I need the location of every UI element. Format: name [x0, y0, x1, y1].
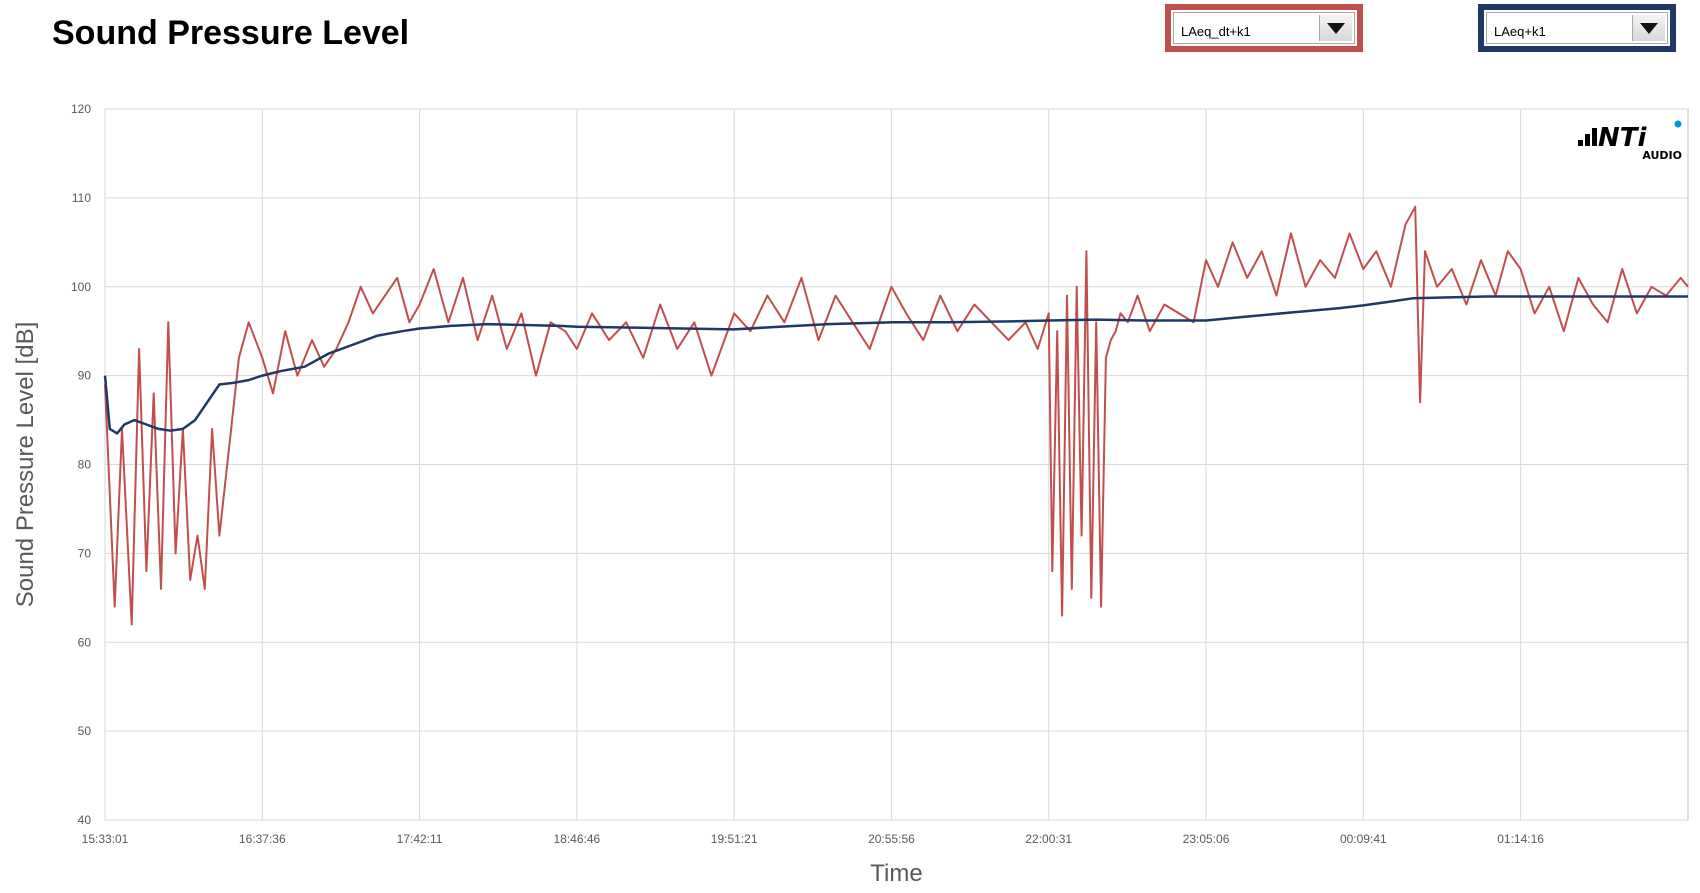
- y-tick-label: 60: [78, 635, 92, 649]
- series-selector-dt[interactable]: LAeq_dt+k1: [1165, 4, 1363, 52]
- series-selector-cumulative[interactable]: LAeq+k1: [1478, 4, 1676, 52]
- y-tick-label: 40: [78, 813, 92, 827]
- x-tick-label: 18:46:46: [554, 832, 601, 846]
- x-tick-label: 19:51:21: [711, 832, 758, 846]
- x-tick-label: 16:37:36: [239, 832, 286, 846]
- chevron-down-icon: [1327, 22, 1345, 34]
- x-tick-label: 00:09:41: [1340, 832, 1387, 846]
- y-tick-label: 80: [78, 458, 92, 472]
- series-line-laeq-cumulative: [103, 295, 1688, 435]
- dropdown-value: LAeq_dt+k1: [1181, 24, 1251, 39]
- page-title: Sound Pressure Level: [52, 14, 410, 52]
- dropdown-field[interactable]: LAeq_dt+k1: [1173, 12, 1355, 44]
- x-tick-label: 01:14:16: [1497, 832, 1544, 846]
- x-axis-title: Time: [870, 860, 922, 887]
- x-tick-label: 15:33:01: [82, 832, 129, 846]
- y-tick-label: 100: [71, 280, 91, 294]
- x-tick-label: 23:05:06: [1183, 832, 1230, 846]
- y-tick-label: 120: [71, 102, 91, 116]
- chevron-down-icon: [1640, 22, 1658, 34]
- dropdown-button[interactable]: [1632, 15, 1665, 41]
- logo-mark: NTi AUDIO: [1578, 120, 1682, 162]
- y-axis-title: Sound Pressure Level [dB]: [12, 322, 39, 608]
- logo-sub-text: AUDIO: [1642, 149, 1682, 162]
- dropdown-value: LAeq+k1: [1494, 24, 1546, 39]
- x-tick-label: 17:42:11: [397, 832, 443, 846]
- x-tick-label: 20:55:56: [868, 832, 915, 846]
- y-tick-label: 90: [78, 369, 92, 383]
- y-tick-label: 50: [78, 724, 92, 738]
- dropdown-field[interactable]: LAeq+k1: [1486, 12, 1668, 44]
- logo-main-text: NTi: [1598, 123, 1647, 153]
- dropdown-button[interactable]: [1319, 15, 1352, 41]
- y-tick-label: 70: [78, 546, 92, 560]
- x-tick-label: 22:00:31: [1025, 832, 1072, 846]
- series-line-laeq-dt: [104, 205, 1689, 626]
- nti-audio-logo: NTi AUDIO: [1578, 118, 1684, 162]
- y-tick-label: 110: [72, 191, 91, 205]
